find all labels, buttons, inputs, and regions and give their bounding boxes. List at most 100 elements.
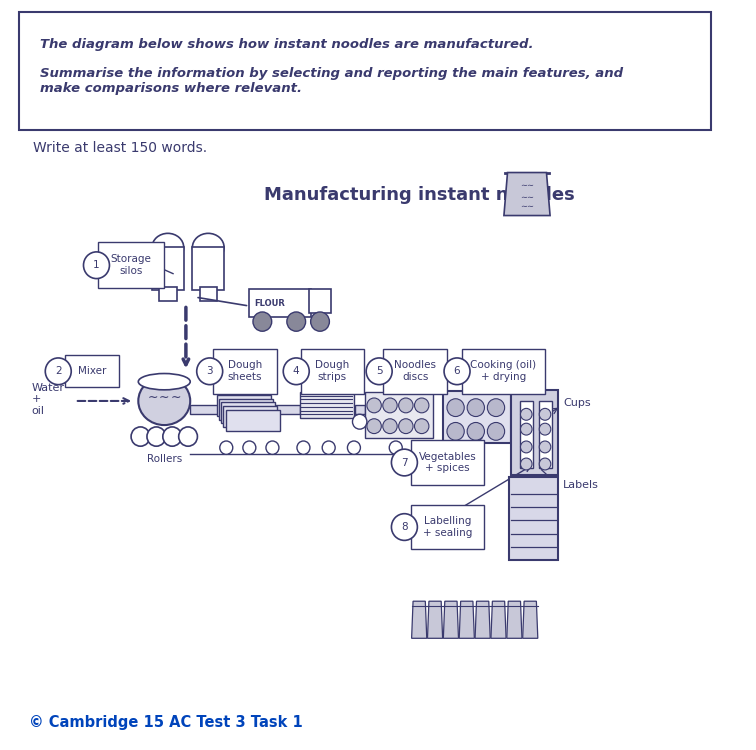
Circle shape	[447, 422, 464, 440]
Circle shape	[398, 419, 413, 434]
Text: Cooking (oil)
+ drying: Cooking (oil) + drying	[470, 361, 536, 382]
Circle shape	[398, 398, 413, 412]
Text: 1: 1	[93, 260, 100, 270]
Text: Labels: Labels	[563, 480, 599, 490]
FancyBboxPatch shape	[538, 401, 552, 468]
Circle shape	[444, 358, 470, 385]
Text: Noodles
discs: Noodles discs	[394, 361, 436, 382]
Circle shape	[539, 423, 551, 435]
Circle shape	[539, 458, 551, 470]
Ellipse shape	[152, 233, 184, 262]
FancyBboxPatch shape	[98, 242, 164, 288]
Text: ∼∼: ∼∼	[520, 193, 534, 202]
FancyBboxPatch shape	[511, 390, 558, 476]
Circle shape	[366, 358, 392, 385]
Text: ∼∼: ∼∼	[520, 182, 534, 190]
Circle shape	[539, 441, 551, 453]
Polygon shape	[507, 602, 522, 638]
FancyBboxPatch shape	[411, 505, 485, 549]
Text: Write at least 150 words.: Write at least 150 words.	[33, 141, 207, 155]
FancyBboxPatch shape	[383, 349, 447, 394]
Text: Summarise the information by selecting and reporting the main features, and
make: Summarise the information by selecting a…	[40, 68, 624, 95]
Circle shape	[297, 441, 310, 454]
FancyBboxPatch shape	[225, 410, 280, 430]
FancyBboxPatch shape	[65, 356, 119, 387]
Text: Mixer: Mixer	[78, 366, 107, 376]
Text: 5: 5	[376, 366, 383, 376]
Circle shape	[539, 408, 551, 420]
Circle shape	[521, 408, 532, 420]
Circle shape	[383, 398, 397, 412]
Circle shape	[348, 441, 361, 454]
Circle shape	[322, 441, 335, 454]
Text: 4: 4	[293, 366, 299, 376]
Polygon shape	[427, 602, 442, 638]
FancyBboxPatch shape	[219, 399, 273, 419]
FancyBboxPatch shape	[192, 247, 224, 290]
Polygon shape	[411, 602, 426, 638]
Text: Vegetables
+ spices: Vegetables + spices	[419, 452, 476, 473]
FancyBboxPatch shape	[160, 287, 176, 301]
Text: © Cambridge 15 AC Test 3 Task 1: © Cambridge 15 AC Test 3 Task 1	[29, 715, 303, 730]
Circle shape	[45, 358, 71, 385]
Text: 6: 6	[454, 366, 460, 376]
FancyBboxPatch shape	[223, 406, 277, 427]
Text: Water
+
oil: Water + oil	[32, 382, 64, 416]
FancyBboxPatch shape	[213, 349, 277, 394]
Circle shape	[178, 427, 197, 446]
Text: Storage
silos: Storage silos	[110, 254, 151, 276]
Circle shape	[163, 427, 181, 446]
Text: 8: 8	[401, 522, 407, 532]
Circle shape	[287, 312, 305, 332]
Polygon shape	[491, 602, 506, 638]
Polygon shape	[504, 172, 550, 215]
Text: FLOUR: FLOUR	[254, 298, 285, 307]
Circle shape	[266, 441, 279, 454]
FancyBboxPatch shape	[509, 477, 558, 560]
Text: Rollers: Rollers	[147, 454, 182, 464]
Circle shape	[220, 441, 233, 454]
Ellipse shape	[138, 374, 191, 390]
Circle shape	[521, 441, 532, 453]
Circle shape	[284, 358, 309, 385]
FancyBboxPatch shape	[191, 405, 218, 414]
FancyBboxPatch shape	[462, 349, 544, 394]
Circle shape	[414, 398, 429, 412]
Polygon shape	[522, 602, 538, 638]
FancyBboxPatch shape	[19, 11, 711, 130]
Circle shape	[416, 441, 429, 454]
Circle shape	[488, 422, 505, 440]
Polygon shape	[443, 602, 458, 638]
Text: 3: 3	[206, 366, 213, 376]
Circle shape	[367, 419, 381, 434]
Text: Dough
sheets: Dough sheets	[228, 361, 262, 382]
Text: ∼∼: ∼∼	[520, 202, 534, 211]
FancyBboxPatch shape	[442, 392, 511, 443]
Circle shape	[243, 441, 256, 454]
Circle shape	[414, 419, 429, 434]
Circle shape	[467, 399, 485, 416]
Circle shape	[383, 419, 397, 434]
Circle shape	[131, 427, 150, 446]
FancyBboxPatch shape	[152, 247, 184, 290]
Circle shape	[197, 358, 223, 385]
FancyBboxPatch shape	[364, 392, 433, 438]
Circle shape	[311, 312, 330, 332]
FancyBboxPatch shape	[217, 395, 271, 416]
FancyBboxPatch shape	[355, 405, 364, 414]
Circle shape	[253, 312, 271, 332]
FancyBboxPatch shape	[300, 392, 354, 418]
FancyBboxPatch shape	[271, 405, 300, 414]
FancyBboxPatch shape	[222, 403, 275, 423]
Circle shape	[147, 427, 166, 446]
FancyBboxPatch shape	[520, 401, 533, 468]
Polygon shape	[459, 602, 474, 638]
Circle shape	[389, 441, 402, 454]
Ellipse shape	[192, 233, 224, 262]
Polygon shape	[475, 602, 490, 638]
FancyBboxPatch shape	[301, 349, 364, 394]
Circle shape	[392, 514, 417, 541]
FancyBboxPatch shape	[309, 289, 331, 314]
Text: Manufacturing instant noodles: Manufacturing instant noodles	[264, 186, 575, 204]
Text: Labelling
+ sealing: Labelling + sealing	[423, 516, 472, 538]
